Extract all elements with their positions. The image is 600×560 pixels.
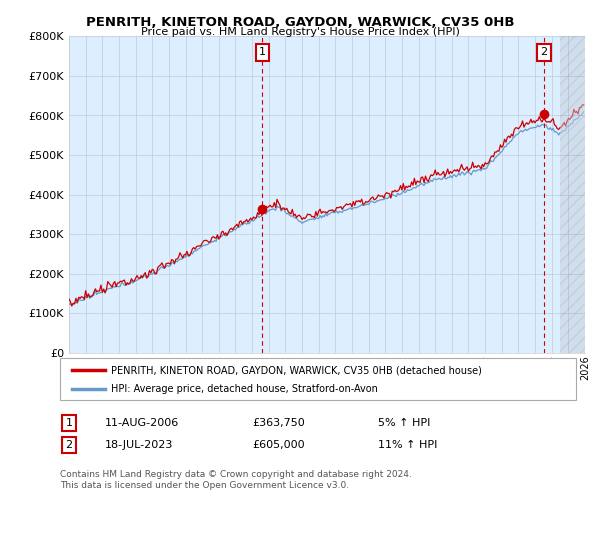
- Text: £605,000: £605,000: [252, 440, 305, 450]
- Text: 11% ↑ HPI: 11% ↑ HPI: [378, 440, 437, 450]
- Text: 11-AUG-2006: 11-AUG-2006: [105, 418, 179, 428]
- Text: 2: 2: [65, 440, 73, 450]
- Text: Price paid vs. HM Land Registry's House Price Index (HPI): Price paid vs. HM Land Registry's House …: [140, 27, 460, 37]
- Text: £363,750: £363,750: [252, 418, 305, 428]
- Text: 5% ↑ HPI: 5% ↑ HPI: [378, 418, 430, 428]
- Text: 18-JUL-2023: 18-JUL-2023: [105, 440, 173, 450]
- Text: HPI: Average price, detached house, Stratford-on-Avon: HPI: Average price, detached house, Stra…: [111, 384, 378, 394]
- Bar: [560, 36, 585, 353]
- Text: 1: 1: [259, 47, 266, 57]
- Text: PENRITH, KINETON ROAD, GAYDON, WARWICK, CV35 0HB: PENRITH, KINETON ROAD, GAYDON, WARWICK, …: [86, 16, 514, 29]
- Text: 2: 2: [541, 47, 548, 57]
- Text: PENRITH, KINETON ROAD, GAYDON, WARWICK, CV35 0HB (detached house): PENRITH, KINETON ROAD, GAYDON, WARWICK, …: [111, 365, 482, 375]
- Text: Contains HM Land Registry data © Crown copyright and database right 2024.
This d: Contains HM Land Registry data © Crown c…: [60, 470, 412, 490]
- Text: 1: 1: [65, 418, 73, 428]
